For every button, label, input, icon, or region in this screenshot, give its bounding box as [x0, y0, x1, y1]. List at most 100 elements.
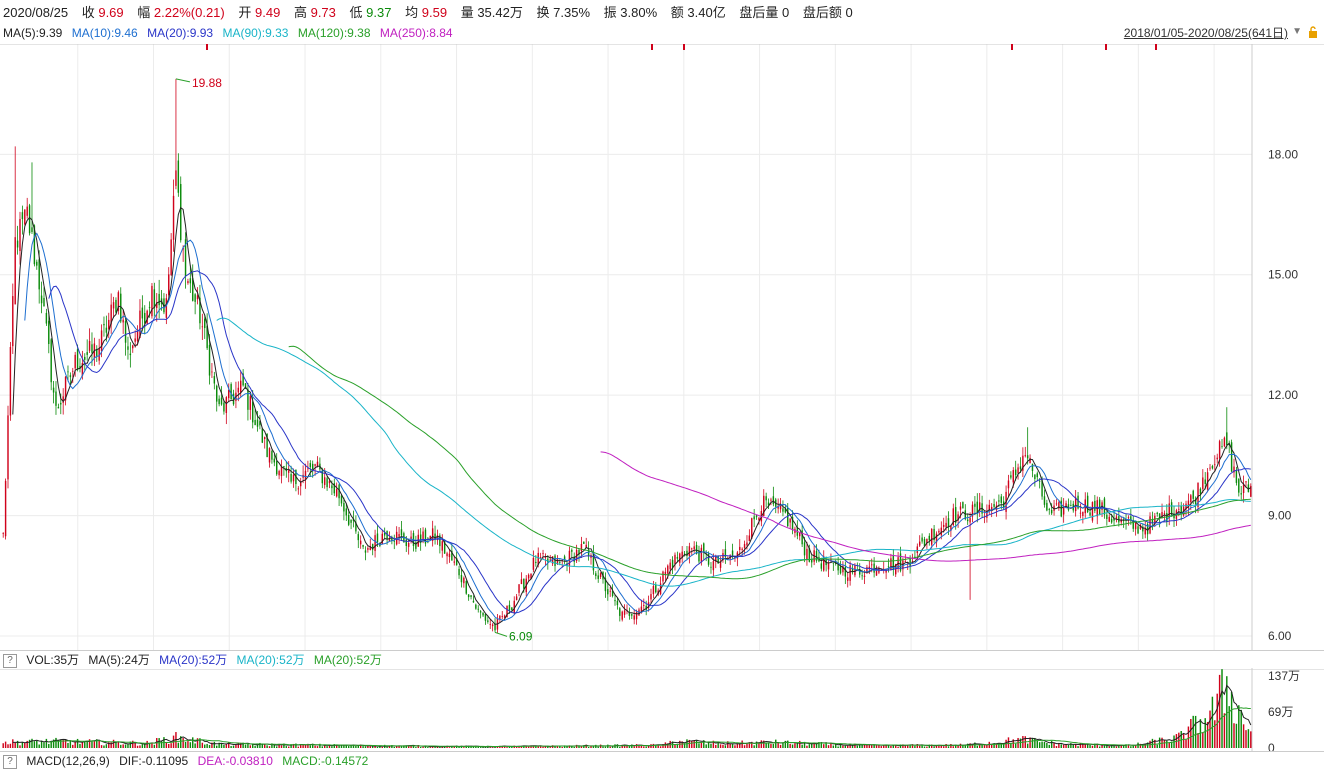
amount-label: 额: [670, 5, 684, 20]
volume-bar: [235, 744, 237, 748]
candle-body: [935, 533, 938, 543]
volume-bar: [1115, 746, 1118, 748]
candle-body: [367, 548, 369, 550]
volume-bar: [1228, 706, 1230, 748]
candle-body: [820, 563, 823, 569]
candle-body: [40, 295, 43, 304]
candle-body: [321, 470, 324, 484]
volume-bar: [194, 743, 196, 748]
candle-body: [182, 247, 184, 250]
volume-bar: [33, 741, 36, 748]
candle-body: [1194, 498, 1197, 504]
volume-bar: [110, 742, 112, 748]
volume-bar: [38, 744, 40, 748]
candle-body: [271, 451, 273, 460]
candle-body: [172, 195, 175, 240]
candle-body: [592, 551, 595, 571]
volume-bar: [868, 745, 871, 748]
volume-bar: [710, 743, 712, 748]
volume-bar: [966, 743, 969, 748]
candle-body: [918, 541, 921, 546]
candle-body: [1091, 502, 1094, 521]
volume-bar: [359, 744, 362, 748]
volume-bar: [1048, 744, 1050, 748]
lock-icon[interactable]: [1308, 26, 1318, 38]
candle-body: [587, 549, 590, 557]
volume-bar: [208, 745, 211, 748]
candle-body: [717, 556, 719, 564]
candle-body: [1089, 512, 1091, 516]
candle-body: [1185, 503, 1187, 510]
candle-body: [1218, 441, 1221, 459]
candle-body: [1077, 495, 1079, 509]
candle-body: [933, 528, 935, 540]
candle-body: [379, 544, 381, 546]
candle-body: [563, 556, 566, 560]
candle-body: [1216, 457, 1218, 460]
volume-bar: [1168, 742, 1170, 748]
volume-bar: [559, 746, 561, 748]
candle-body: [100, 330, 103, 352]
volume-bar: [86, 741, 88, 748]
volume-bar: [921, 744, 923, 748]
candle-body: [403, 533, 405, 543]
candle-body: [871, 564, 873, 566]
candle-body: [237, 387, 240, 393]
volume-bar: [1096, 743, 1098, 748]
candle-body: [1050, 509, 1053, 514]
volume-bar: [847, 745, 849, 748]
volume-bar: [527, 746, 530, 748]
volume-chart[interactable]: 137万 69万 0: [0, 668, 1324, 752]
volume-bar: [830, 742, 832, 748]
volume-bar: [458, 746, 460, 748]
volume-bar: [491, 747, 494, 748]
candle-body: [628, 612, 631, 616]
candle-body: [62, 396, 64, 403]
volume-bar: [278, 743, 280, 748]
volume-bar: [719, 744, 722, 748]
candle-body: [945, 522, 947, 528]
volume-bar: [659, 746, 662, 748]
help-icon-macd[interactable]: ?: [3, 754, 17, 769]
dropdown-arrow-icon[interactable]: ▼: [1292, 26, 1302, 37]
candle-body: [1192, 490, 1194, 499]
volume-bar: [1170, 741, 1173, 748]
volume-bar: [619, 746, 621, 748]
date-range-selector[interactable]: 2018/01/05-2020/08/25(641日): [1123, 26, 1288, 40]
candle-body: [753, 516, 755, 520]
candle-body: [616, 600, 619, 606]
candle-body: [254, 420, 256, 426]
candle-body: [506, 605, 508, 618]
candle-body: [1019, 466, 1022, 470]
price-chart[interactable]: 18.00 15.00 12.00 9.00 6.00 19.88 6.09: [0, 44, 1324, 650]
volume-bar: [623, 744, 626, 748]
volume-bar: [1142, 744, 1144, 748]
candle-body: [1022, 455, 1024, 471]
candle-body: [803, 542, 806, 556]
candle-body: [1214, 464, 1216, 466]
candle-body: [1014, 469, 1017, 476]
close-value: 9.69: [98, 5, 124, 20]
volume-bar: [96, 739, 98, 748]
candle-body: [391, 537, 393, 541]
volume-bar: [50, 741, 52, 748]
volume-bar: [880, 746, 883, 748]
volume-bar: [7, 744, 9, 748]
volume-bar: [861, 744, 863, 748]
candle-body: [1223, 437, 1226, 447]
candle-body: [1190, 495, 1192, 503]
volume-bar: [1230, 692, 1233, 748]
candle-body: [446, 553, 448, 557]
ma10-legend: MA(10):9.46: [71, 26, 138, 40]
volume-bar: [1221, 669, 1223, 748]
avg-label: 均: [405, 5, 419, 20]
candle-body: [168, 274, 170, 296]
volume-bar: [532, 745, 535, 748]
candle-body: [14, 237, 16, 305]
candle-body: [508, 604, 511, 611]
candle-body: [1113, 518, 1115, 521]
volume-bar: [477, 746, 479, 748]
help-icon[interactable]: ?: [3, 653, 17, 668]
candle-body: [1029, 457, 1031, 464]
candle-body: [763, 495, 765, 516]
